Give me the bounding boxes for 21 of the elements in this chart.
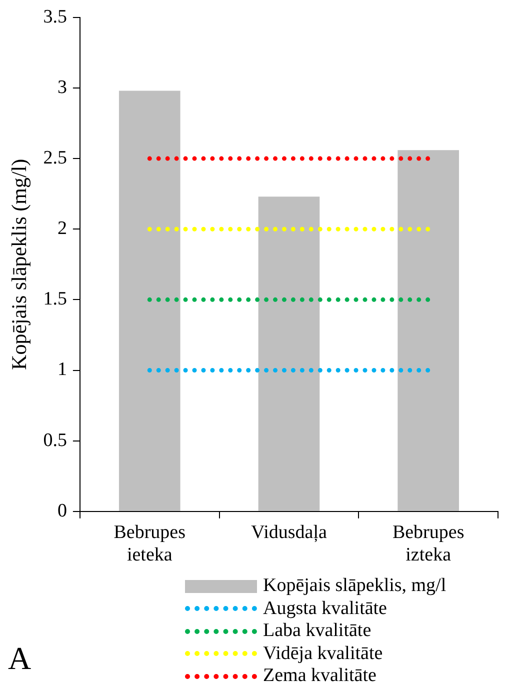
y-tick-label: 1.5 xyxy=(43,288,67,310)
y-tick-label: 2.5 xyxy=(43,148,67,169)
x-tick-label: Vidusdaļa xyxy=(251,522,328,543)
y-tick-label: 0 xyxy=(57,500,67,522)
legend-label: Augsta kvalitāte xyxy=(263,598,387,620)
legend-label: Kopējais slāpeklis, mg/l xyxy=(263,575,446,598)
x-tick-label: Bebrupes ieteka xyxy=(114,522,186,566)
y-tick-label: 0.5 xyxy=(43,430,67,451)
x-tick-label: Bebrupes izteka xyxy=(392,522,464,566)
y-tick-label: 3 xyxy=(57,76,67,98)
legend-label: Laba kvalitāte xyxy=(263,620,372,642)
y-tick-label: 3.5 xyxy=(43,6,67,28)
legend-label: Vidēja kvalitāte xyxy=(263,642,383,665)
legend-label: Zema kvalitāte xyxy=(263,665,376,688)
y-axis-title: Kopējais slāpeklis (mg/l) xyxy=(7,158,32,370)
bar xyxy=(398,150,459,511)
bar xyxy=(118,90,180,511)
y-tick-label: 1 xyxy=(57,359,67,380)
text: A xyxy=(8,640,32,677)
y-tick-label: 2 xyxy=(57,218,67,240)
bar xyxy=(258,196,320,511)
